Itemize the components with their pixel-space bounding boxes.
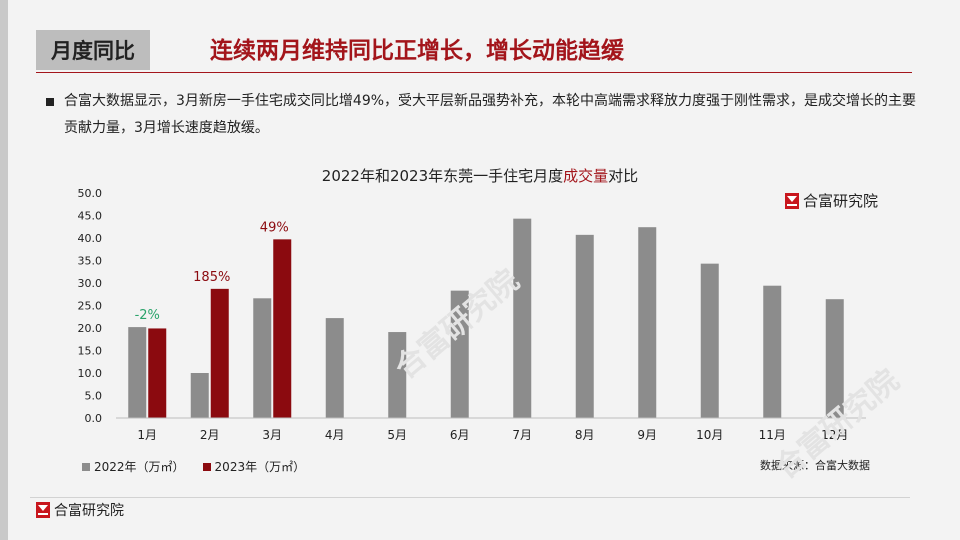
legend-label-2022: 2022年（万㎡） [94, 460, 185, 474]
summary-text: 合富大数据显示，3月新房一手住宅成交同比增49%，受大平层新品强势补充，本轮中高… [64, 93, 917, 136]
x-tick-label: 7月 [512, 428, 532, 442]
brand-mark-icon [36, 502, 50, 518]
brand-mark-icon [784, 192, 799, 209]
legend-item-2022: 2022年（万㎡） [82, 458, 185, 475]
legend-item-2023: 2023年（万㎡） [202, 458, 306, 475]
y-tick-label: 30.0 [78, 277, 103, 290]
bar-2022-12 [825, 299, 844, 418]
x-tick-label: 9月 [637, 428, 657, 442]
x-tick-label: 12月 [821, 428, 848, 442]
y-tick-label: 20.0 [78, 322, 103, 335]
bar-2022-11 [763, 285, 782, 418]
bar-2022-4 [325, 318, 344, 418]
chart-title-part: 对比 [608, 167, 638, 185]
bar-2022-6 [450, 290, 469, 418]
growth-label: 49% [260, 220, 289, 235]
bar-2022-1 [128, 327, 147, 418]
x-tick-label: 8月 [575, 428, 595, 442]
legend-swatch-2023 [202, 462, 211, 471]
x-tick-label: 11月 [759, 428, 786, 442]
footer-divider [30, 497, 910, 498]
bar-2023-1 [148, 328, 167, 418]
growth-label: 185% [193, 270, 230, 285]
chart-title-part: 2022年和2023年东莞一手住宅月度 [322, 167, 563, 185]
y-tick-label: 15.0 [78, 345, 103, 358]
x-tick-label: 3月 [262, 428, 282, 442]
footer-brand-name: 合富研究院 [54, 503, 124, 519]
y-tick-label: 50.0 [78, 187, 103, 200]
header-divider [36, 72, 912, 73]
x-tick-label: 10月 [696, 428, 723, 442]
bar-2023-2 [210, 288, 229, 418]
chart-legend: 2022年（万㎡） 2023年（万㎡） [82, 458, 305, 475]
chart-brand-logo: 合富研究院 [784, 190, 878, 211]
bar-2022-2 [190, 373, 209, 418]
bar-2023-3 [273, 239, 292, 418]
legend-swatch-2022 [82, 462, 90, 471]
y-tick-label: 45.0 [78, 210, 103, 223]
y-tick-label: 0.0 [85, 412, 103, 425]
y-tick-label: 35.0 [78, 255, 103, 268]
bar-2022-9 [638, 227, 657, 418]
data-source: 数据来源：合富大数据 [760, 459, 870, 472]
growth-label: -2% [135, 308, 160, 323]
chart-title-part: 成交量 [563, 167, 608, 185]
page-headline: 连续两月维持同比正增长，增长动能趋缓 [210, 38, 624, 64]
bar-2022-3 [253, 298, 272, 418]
y-tick-label: 40.0 [78, 232, 103, 245]
growth-annotations: -2% 185% 49% [135, 220, 289, 323]
legend-label-2023: 2023年（万㎡） [214, 460, 306, 474]
bar-2022-10 [700, 263, 719, 418]
footer-brand-logo: 合富研究院 [36, 500, 124, 520]
y-axis: 0.0 5.0 10.0 15.0 20.0 25.0 30.0 35.0 40.0 45.0 50… [78, 187, 103, 425]
chart-title: 2022年和2023年东莞一手住宅月度成交量对比 [322, 167, 638, 185]
bar-2022-7 [513, 218, 532, 418]
x-tick-label: 4月 [325, 428, 345, 442]
x-axis: 1月 2月 3月 4月 5月 6月 7月 8月 9月 10月 11月 12月 [137, 428, 848, 442]
bar-2022-5 [388, 332, 407, 418]
left-accent-bar [0, 0, 8, 540]
x-tick-label: 6月 [450, 428, 470, 442]
bar-2022-8 [575, 234, 594, 418]
x-tick-label: 2月 [200, 428, 220, 442]
x-tick-label: 1月 [137, 428, 157, 442]
y-tick-label: 5.0 [85, 390, 103, 403]
bullet-square-icon [46, 98, 54, 106]
x-tick-label: 5月 [387, 428, 407, 442]
chart-brand-name: 合富研究院 [802, 192, 878, 210]
section-tag: 月度同比 [36, 30, 150, 70]
y-tick-label: 25.0 [78, 300, 103, 313]
bars [128, 218, 844, 418]
y-tick-label: 10.0 [78, 367, 103, 380]
